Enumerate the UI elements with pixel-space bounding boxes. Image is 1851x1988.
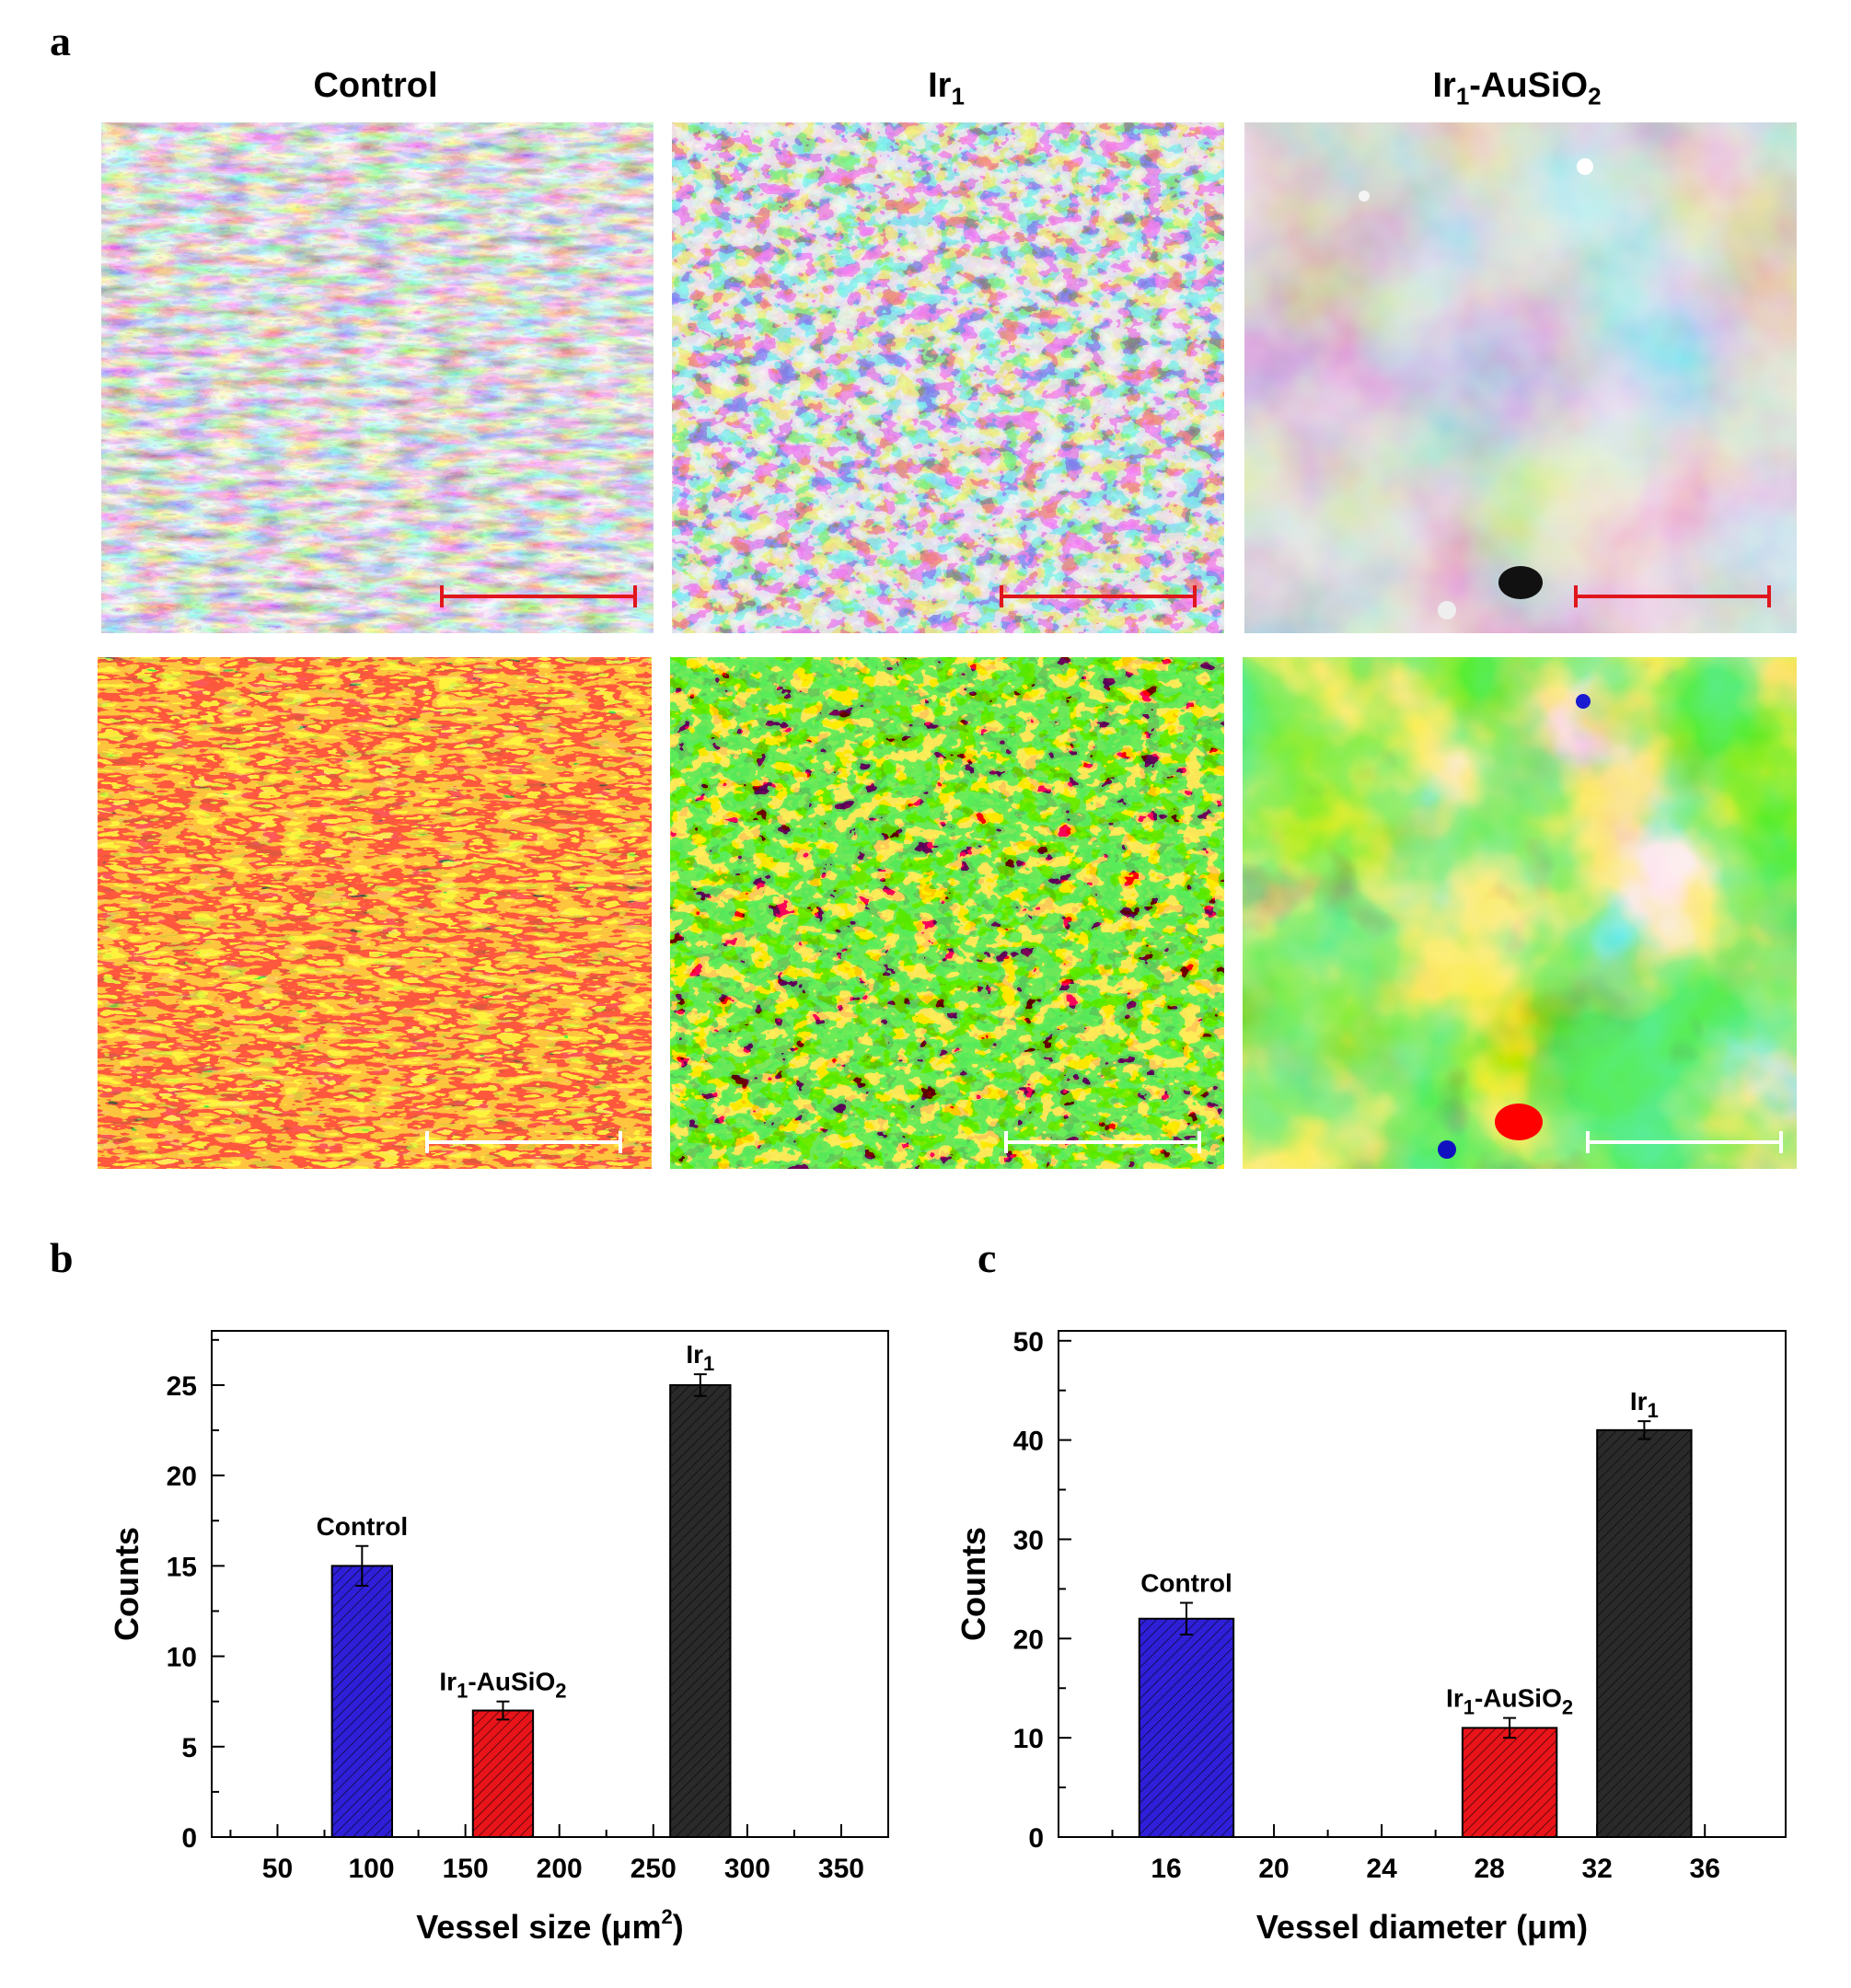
x-tick-label: 32 (1581, 1854, 1612, 1884)
x-tick-label: 36 (1690, 1854, 1720, 1884)
bar-control (1138, 1617, 1235, 1838)
y-tick-label: 15 (167, 1552, 197, 1582)
x-tick-label: 200 (537, 1854, 583, 1884)
y-tick-label: 30 (1013, 1525, 1044, 1555)
heatmap-ir1 (670, 657, 1224, 1169)
error-bar (1637, 1420, 1651, 1440)
y-tick-label: 40 (1013, 1427, 1044, 1457)
bar-ir1-ausio2 (471, 1709, 535, 1838)
chart-vessel-diameter: 0 10 20 30 40 50 16 20 24 28 32 36 Control Ir1-AuSiO2… (954, 1327, 1787, 1946)
scale-bar (1586, 1131, 1783, 1153)
column-title-ir1: Ir1 (928, 66, 965, 110)
micrograph-control-grayscale (101, 122, 654, 633)
y-tick-label: 20 (1013, 1624, 1044, 1655)
y-tick-label: 10 (1013, 1724, 1044, 1754)
x-tick-label: 16 (1151, 1854, 1181, 1884)
micrograph-ir1-grayscale (672, 122, 1224, 633)
x-tick-label: 50 (262, 1854, 293, 1884)
y-tick-label: 25 (167, 1371, 197, 1402)
x-tick-label: 350 (818, 1854, 864, 1884)
bar-label: Control (317, 1512, 409, 1541)
bar-label: Ir1-AuSiO2 (439, 1668, 566, 1703)
y-tick-label: 10 (167, 1643, 197, 1673)
y-axis-label: Counts (954, 1527, 992, 1641)
scale-bar (425, 1131, 622, 1153)
error-bar (1179, 1601, 1193, 1635)
bar-label: Ir1-AuSiO2 (1446, 1684, 1573, 1719)
bar-label: Ir1 (1630, 1387, 1659, 1422)
x-axis-label: Vessel size (μm2) (416, 1905, 683, 1946)
x-axis-label: Vessel diameter (μm) (1256, 1908, 1588, 1946)
y-tick-label: 0 (181, 1823, 197, 1854)
x-tick-label: 24 (1366, 1854, 1397, 1884)
scale-bar (1574, 585, 1771, 607)
scale-bar (1000, 585, 1197, 607)
bar-ir1 (1596, 1428, 1693, 1838)
y-axis-label: Counts (108, 1527, 145, 1641)
y-tick-label: 20 (167, 1462, 197, 1492)
panel-b-letter: b (50, 1234, 74, 1281)
chart-vessel-size: 0 5 10 15 20 25 50 100 150 200 250 300 350 Control Ir1… (108, 1330, 889, 1946)
x-tick-label: 150 (443, 1854, 489, 1884)
column-title-ir1-ausio2: Ir1-AuSiO2 (1432, 66, 1602, 110)
heatmap-control (98, 657, 652, 1169)
bar-label: Control (1140, 1568, 1232, 1597)
bar-control (330, 1565, 394, 1838)
column-title-control: Control (313, 66, 438, 105)
plot-frame (211, 1330, 889, 1838)
micrograph-ir1-ausio2-grayscale (1244, 122, 1797, 633)
y-tick-label: 0 (1028, 1823, 1044, 1854)
y-tick-label: 5 (181, 1733, 197, 1763)
scale-bar (1004, 1131, 1201, 1153)
heatmap-ir1-ausio2 (1243, 657, 1797, 1169)
panel-c-letter: c (978, 1234, 997, 1281)
x-tick-label: 250 (630, 1854, 677, 1884)
panel-a-letter: a (50, 17, 71, 64)
bar-ir1-ausio2 (1461, 1727, 1558, 1839)
error-bar (1503, 1716, 1517, 1740)
error-bar (693, 1373, 707, 1397)
x-tick-label: 300 (724, 1854, 770, 1884)
error-bar (355, 1544, 369, 1587)
error-bar (496, 1700, 510, 1721)
x-tick-label: 20 (1258, 1854, 1289, 1884)
bar-ir1 (669, 1383, 732, 1839)
scale-bar (440, 585, 637, 607)
x-tick-label: 100 (349, 1854, 395, 1884)
bar-label: Ir1 (686, 1340, 714, 1375)
y-tick-label: 50 (1013, 1327, 1044, 1358)
plot-frame (1058, 1330, 1787, 1838)
x-tick-label: 28 (1474, 1854, 1504, 1884)
